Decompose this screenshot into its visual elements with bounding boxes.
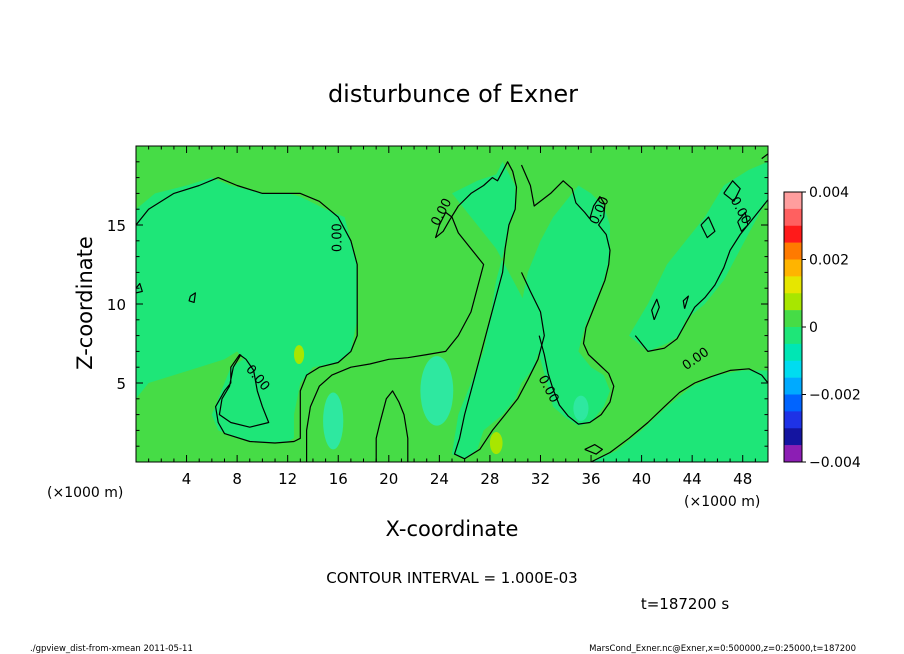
field-blob-0 xyxy=(420,356,454,426)
contour-line-8 xyxy=(682,295,689,309)
colorbar-level-14 xyxy=(784,428,802,446)
colorbar-tick-label: −0.004 xyxy=(809,455,861,471)
field-blob-1 xyxy=(323,392,344,450)
contour-line-2 xyxy=(375,390,409,462)
time-label: t=187200 s xyxy=(641,595,729,613)
field-blob-2 xyxy=(573,395,589,421)
contour-line-14 xyxy=(761,153,768,160)
contour-line-0 xyxy=(136,177,358,444)
footer-left: ./gpview_dist-from-xmean 2011-05-11 xyxy=(30,644,193,654)
colorbar-level-12 xyxy=(784,394,802,412)
colorbar-level-2 xyxy=(784,225,802,243)
x-tick-label: 24 xyxy=(430,470,449,488)
y-axis: 5 10 15 xyxy=(107,161,768,447)
colorbar-level-0 xyxy=(784,192,802,210)
chart-title: disturbunce of Exner xyxy=(328,80,578,108)
colorbar-level-6 xyxy=(784,293,802,311)
contour-line-7 xyxy=(188,292,196,303)
colorbar-level-10 xyxy=(784,360,802,378)
colorbar-level-1 xyxy=(784,208,802,227)
colorbar-tick-label: 0.004 xyxy=(809,185,849,201)
contour-line-12 xyxy=(136,282,143,294)
contour-label-0: 0.00 xyxy=(331,223,346,252)
colorbar-level-8 xyxy=(784,327,802,345)
field-region-4 xyxy=(521,185,610,426)
y-axis-label: Z-coordinate xyxy=(73,236,97,370)
colorbar-level-5 xyxy=(784,276,802,294)
x-unit-left: (×1000 m) xyxy=(47,485,123,501)
x-tick-label: 28 xyxy=(480,470,499,488)
field-blob-3 xyxy=(489,431,503,455)
contour-line-3 xyxy=(520,164,615,425)
colorbar-level-11 xyxy=(784,377,802,395)
contour-line-11 xyxy=(737,211,749,232)
x-tick-label: 8 xyxy=(232,470,242,488)
x-tick-label: 48 xyxy=(733,470,752,488)
contour-line-1 xyxy=(306,161,545,462)
footer-right: MarsCond_Exner.nc@Exner,x=0:500000,z=0:2… xyxy=(589,644,856,654)
contour-line-9 xyxy=(700,216,716,239)
contour-lines xyxy=(136,153,768,462)
contour-line-10 xyxy=(723,180,741,202)
x-tick-label: 40 xyxy=(632,470,651,488)
colorbar-level-3 xyxy=(784,242,802,260)
x-tick-label: 16 xyxy=(329,470,348,488)
plot-area: 0.000.000.00 0.000.000.000.00 xyxy=(135,145,769,463)
x-tick-label: 32 xyxy=(531,470,550,488)
x-axis-label: X-coordinate xyxy=(386,517,519,541)
contour-line-13 xyxy=(584,444,603,455)
contour-interval: CONTOUR INTERVAL = 1.000E-03 xyxy=(326,569,577,587)
x-tick-label: 12 xyxy=(278,470,297,488)
colorbar-level-9 xyxy=(784,343,802,362)
x-axis: 4 8 12 16 20 24 28 32 36 40 44 48 xyxy=(148,146,756,488)
colorbar-level-4 xyxy=(784,259,802,277)
x-tick-label: 36 xyxy=(581,470,600,488)
colorbar-tick-label: 0.002 xyxy=(809,253,849,269)
x-tick-label: 20 xyxy=(379,470,398,488)
contour-labels: 0.000.000.00 0.000.000.000.00 xyxy=(242,194,753,405)
x-unit-right: (×1000 m) xyxy=(684,494,760,510)
field-region-3 xyxy=(629,161,768,352)
x-tick-label: 44 xyxy=(683,470,702,488)
field-region-2 xyxy=(591,370,768,462)
colorbar-level-13 xyxy=(784,411,802,429)
contour-line-4 xyxy=(634,199,768,352)
contour-line-6 xyxy=(651,298,660,321)
y-tick-label: 10 xyxy=(107,296,126,314)
colorbar-level-7 xyxy=(784,310,802,328)
y-tick-label: 5 xyxy=(116,375,126,393)
y-tick-label: 15 xyxy=(107,217,126,235)
colorbar-tick-label: −0.002 xyxy=(809,388,861,404)
field-blob-4 xyxy=(294,345,305,365)
colorbar-level-15 xyxy=(784,445,802,463)
contour-line-5 xyxy=(590,368,768,462)
colorbar: 0.004 0.002 0 −0.002 −0.004 xyxy=(783,185,861,471)
field-region-0 xyxy=(136,177,358,443)
colorbar-tick-label: 0 xyxy=(809,320,818,336)
field-region-1 xyxy=(452,161,541,459)
field-regions xyxy=(136,161,768,462)
x-tick-label: 4 xyxy=(182,470,192,488)
field-blobs xyxy=(294,345,589,455)
